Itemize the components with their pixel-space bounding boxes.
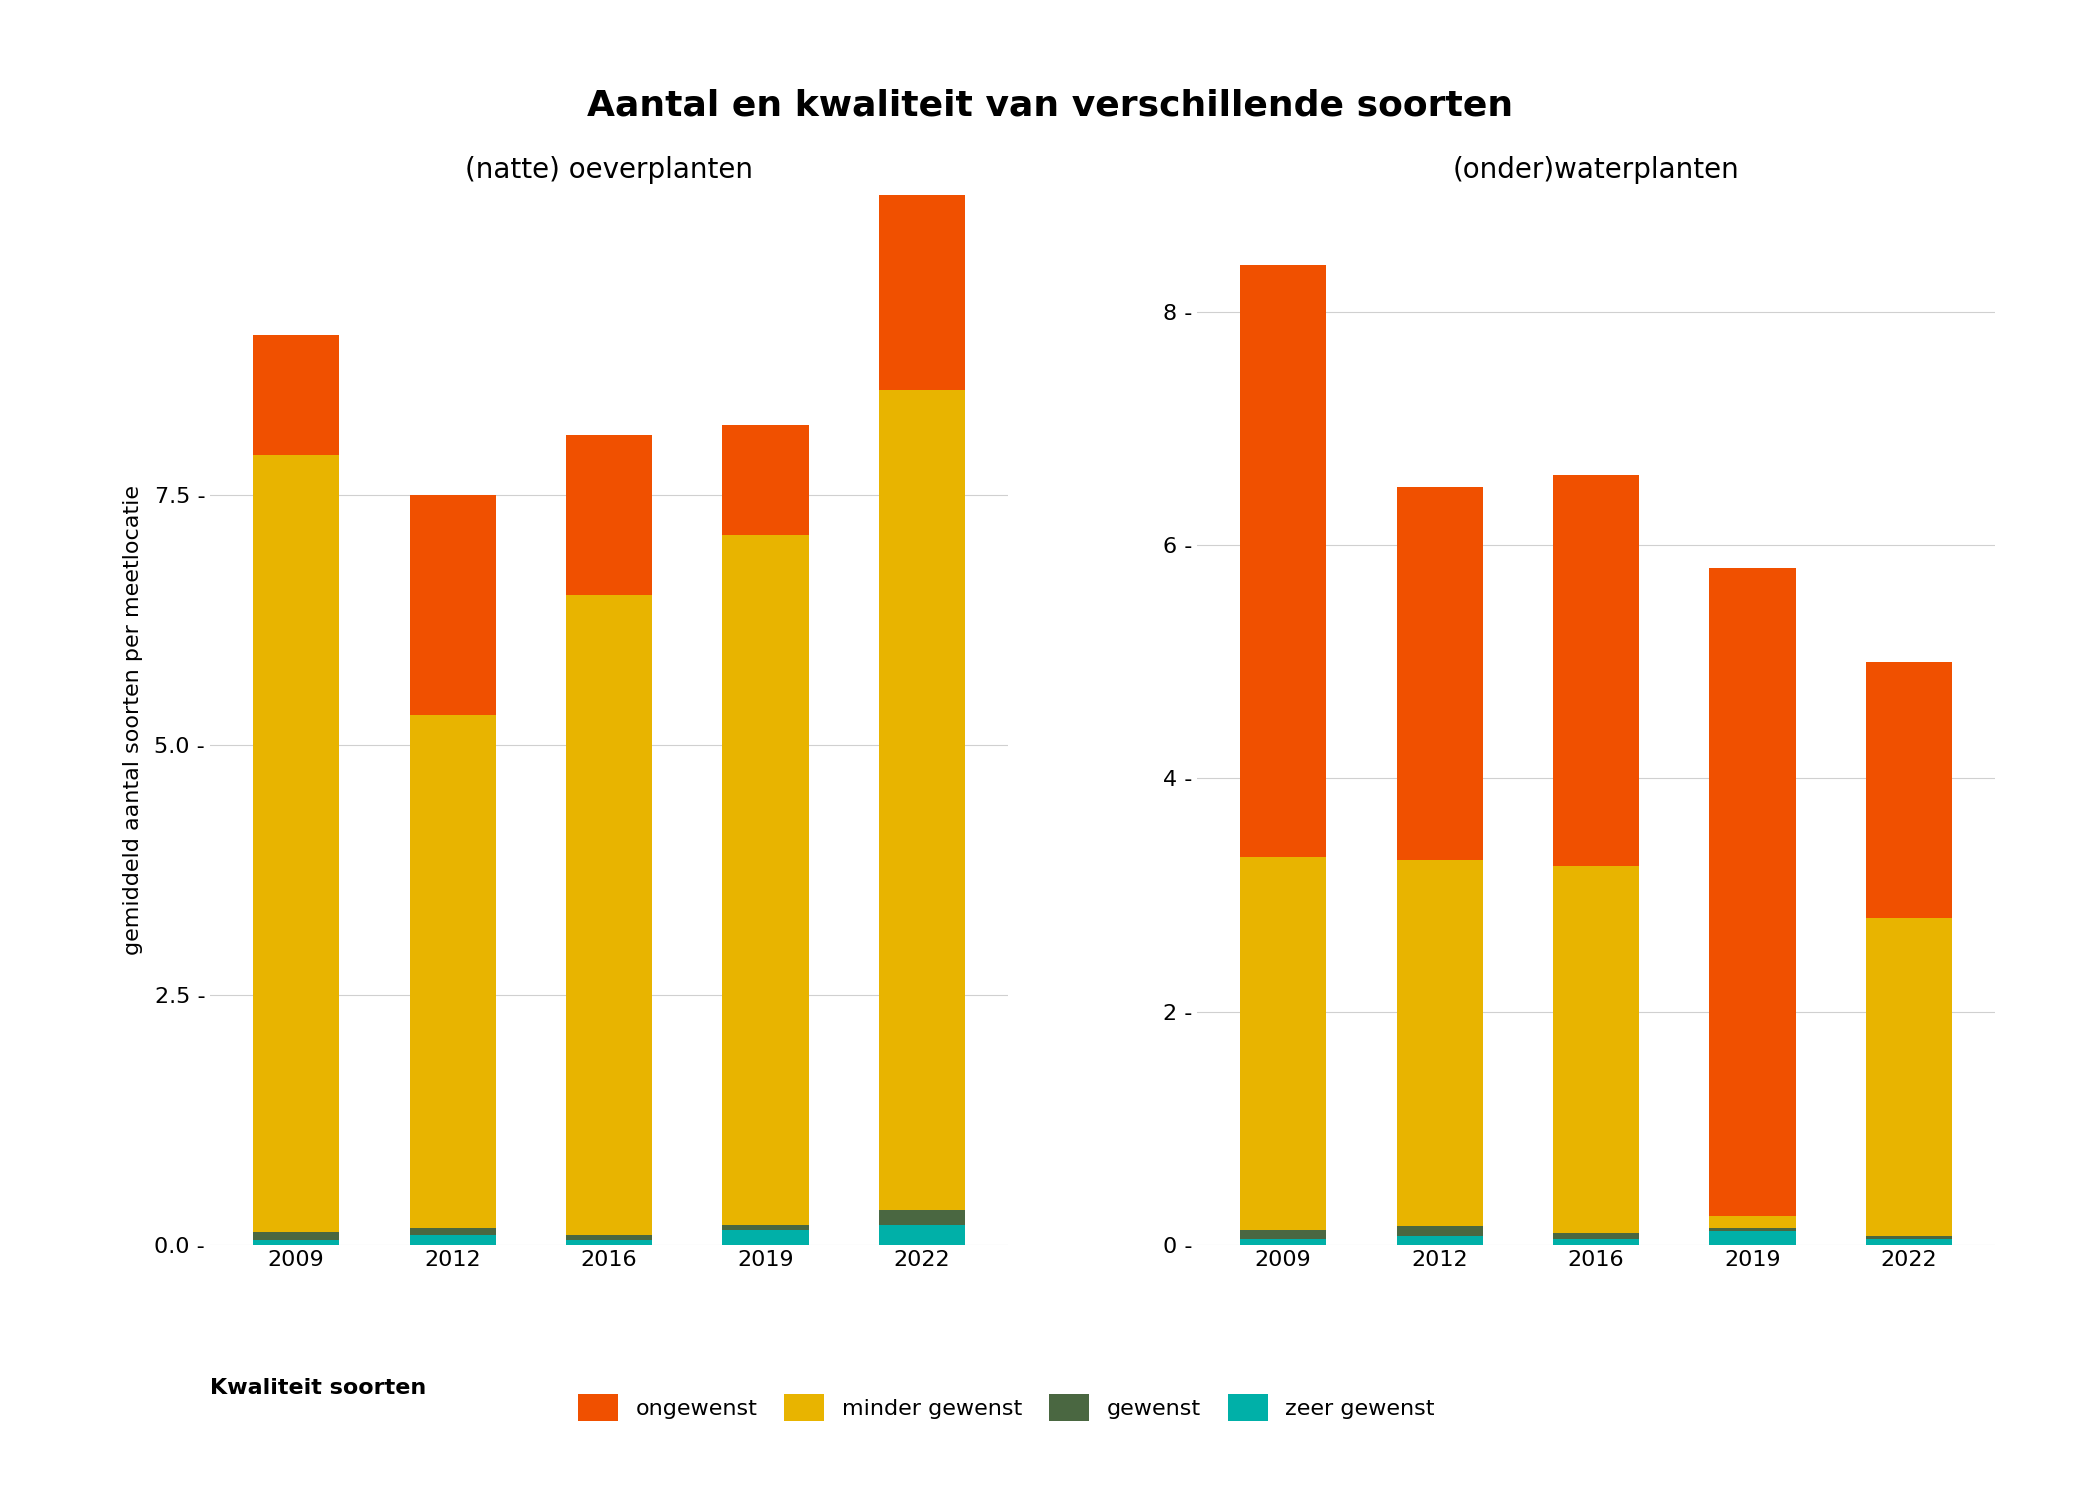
Bar (410, 716, 496, 1228)
Bar (1396, 486, 1483, 860)
Bar (252, 1240, 338, 1245)
Y-axis label: gemiddeld aantal soorten per meetlocatie: gemiddeld aantal soorten per meetlocatie (124, 484, 143, 956)
Bar (1396, 1236, 1483, 1245)
Bar (252, 334, 338, 454)
Bar (567, 435, 651, 596)
Bar (1867, 918, 1953, 1236)
Bar (880, 1226, 966, 1245)
Title: (natte) oeverplanten: (natte) oeverplanten (464, 156, 754, 184)
Bar (1554, 1239, 1638, 1245)
Bar (1396, 859, 1483, 1227)
Bar (410, 495, 496, 716)
Bar (567, 1240, 651, 1245)
Bar (1709, 1227, 1796, 1232)
Bar (1709, 568, 1796, 1216)
Bar (252, 1232, 338, 1240)
Bar (722, 424, 808, 536)
Bar (1709, 1216, 1796, 1227)
Bar (880, 1210, 966, 1225)
Bar (880, 390, 966, 1210)
Bar (1554, 1233, 1638, 1239)
Bar (880, 165, 966, 390)
Bar (1867, 1239, 1953, 1245)
Bar (1554, 865, 1638, 1233)
Title: (onder)waterplanten: (onder)waterplanten (1453, 156, 1739, 184)
Legend: ongewenst, minder gewenst, gewenst, zeer gewenst: ongewenst, minder gewenst, gewenst, zeer… (578, 1395, 1434, 1422)
Bar (567, 596, 651, 1234)
Bar (567, 1234, 651, 1240)
Bar (1239, 1239, 1325, 1245)
Bar (1239, 1230, 1325, 1239)
Bar (1239, 266, 1325, 856)
Text: Kwaliteit soorten: Kwaliteit soorten (210, 1377, 426, 1398)
Bar (410, 1228, 496, 1234)
Text: Aantal en kwaliteit van verschillende soorten: Aantal en kwaliteit van verschillende so… (586, 88, 1514, 122)
Bar (1239, 856, 1325, 1230)
Bar (722, 1230, 808, 1245)
Bar (410, 1234, 496, 1245)
Bar (722, 536, 808, 1226)
Bar (722, 1226, 808, 1230)
Bar (1396, 1227, 1483, 1236)
Bar (1554, 476, 1638, 866)
Bar (252, 454, 338, 1232)
Bar (1867, 1236, 1953, 1239)
Bar (1867, 662, 1953, 918)
Bar (1709, 1232, 1796, 1245)
